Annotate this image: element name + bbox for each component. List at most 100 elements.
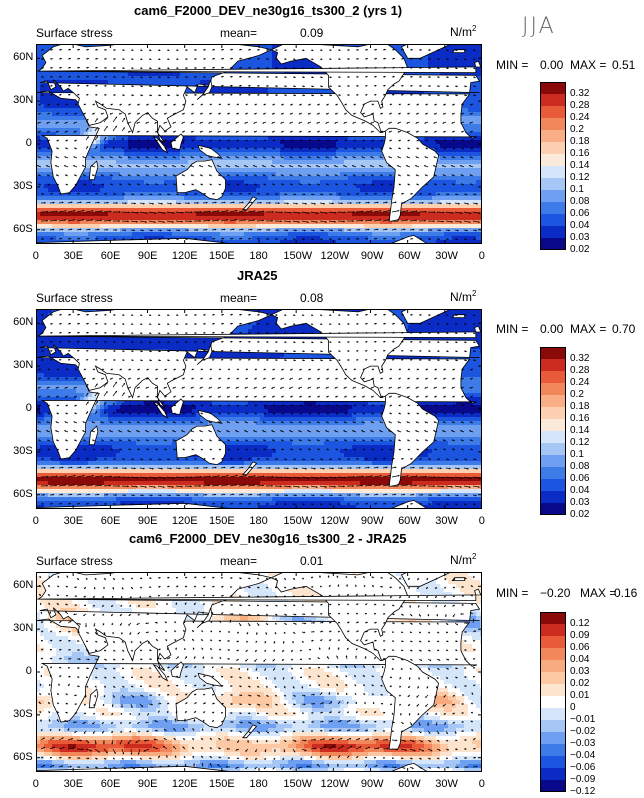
field-cell bbox=[248, 164, 253, 169]
field-cell bbox=[104, 188, 109, 193]
field-cell bbox=[76, 184, 81, 189]
field-cell bbox=[364, 136, 369, 141]
field-cell bbox=[248, 148, 253, 153]
field-cell bbox=[352, 152, 357, 157]
field-cell bbox=[384, 188, 389, 193]
field-cell bbox=[172, 72, 177, 77]
field-cell bbox=[468, 180, 473, 185]
field-cell bbox=[420, 192, 425, 197]
field-cell bbox=[52, 116, 57, 121]
field-cell bbox=[304, 188, 309, 193]
field-cell bbox=[88, 180, 93, 185]
field-cell bbox=[336, 164, 341, 169]
panel1-mean-label: mean= bbox=[220, 26, 257, 40]
field-cell bbox=[308, 144, 313, 149]
field-cell bbox=[152, 140, 157, 145]
field-cell bbox=[368, 184, 373, 189]
field-cell bbox=[52, 204, 57, 209]
field-cell bbox=[348, 140, 353, 145]
field-cell bbox=[420, 56, 425, 61]
field-cell bbox=[192, 216, 197, 221]
field-cell bbox=[188, 140, 193, 145]
field-cell bbox=[124, 80, 129, 85]
field-cell bbox=[244, 144, 249, 149]
field-cell bbox=[112, 220, 117, 225]
field-cell bbox=[84, 196, 89, 201]
field-cell bbox=[368, 152, 373, 157]
field-cell bbox=[316, 180, 321, 185]
field-cell bbox=[216, 200, 221, 205]
field-cell bbox=[468, 168, 473, 173]
field-cell bbox=[152, 184, 157, 189]
field-cell bbox=[400, 44, 405, 49]
field-cell bbox=[336, 216, 341, 221]
field-cell bbox=[384, 216, 389, 221]
field-cell bbox=[340, 160, 345, 165]
field-cell bbox=[372, 168, 377, 173]
field-cell bbox=[332, 200, 337, 205]
field-cell bbox=[72, 120, 77, 125]
field-cell bbox=[276, 64, 281, 69]
field-cell bbox=[376, 152, 381, 157]
field-cell bbox=[308, 148, 313, 153]
field-cell bbox=[44, 44, 49, 49]
field-cell bbox=[136, 72, 141, 77]
field-cell bbox=[428, 188, 433, 193]
field-cell bbox=[292, 88, 297, 93]
field-cell bbox=[132, 144, 137, 149]
field-cell bbox=[476, 48, 481, 53]
field-cell bbox=[148, 152, 153, 157]
field-cell bbox=[468, 52, 473, 57]
field-cell bbox=[456, 180, 461, 185]
field-cell bbox=[76, 200, 81, 205]
field-cell bbox=[460, 44, 465, 49]
field-cell bbox=[168, 140, 173, 145]
field-cell bbox=[44, 180, 49, 185]
field-cell bbox=[276, 160, 281, 165]
field-cell bbox=[60, 88, 65, 93]
field-cell bbox=[256, 44, 261, 49]
field-cell bbox=[76, 124, 81, 129]
field-cell bbox=[236, 152, 241, 157]
field-cell bbox=[216, 168, 221, 173]
field-cell bbox=[104, 156, 109, 161]
field-cell bbox=[224, 220, 229, 225]
field-cell bbox=[144, 72, 149, 77]
field-cell bbox=[184, 196, 189, 201]
field-cell bbox=[140, 176, 145, 181]
field-cell bbox=[188, 192, 193, 197]
field-cell bbox=[100, 208, 105, 213]
field-cell bbox=[240, 156, 245, 161]
field-cell bbox=[36, 140, 41, 145]
field-cell bbox=[124, 72, 129, 77]
field-cell bbox=[288, 204, 293, 209]
field-cell bbox=[252, 168, 257, 173]
field-cell bbox=[376, 156, 381, 161]
field-cell bbox=[224, 156, 229, 161]
field-cell bbox=[40, 168, 45, 173]
field-cell bbox=[204, 216, 209, 221]
field-cell bbox=[360, 144, 365, 149]
field-cell bbox=[188, 220, 193, 225]
field-cell bbox=[140, 220, 145, 225]
field-cell bbox=[292, 140, 297, 145]
field-cell bbox=[328, 156, 333, 161]
field-cell bbox=[312, 140, 317, 145]
field-cell bbox=[36, 72, 41, 77]
field-cell bbox=[44, 88, 49, 93]
field-cell bbox=[132, 136, 137, 141]
field-cell bbox=[180, 148, 185, 153]
field-cell bbox=[40, 116, 45, 121]
field-cell bbox=[260, 56, 265, 61]
field-cell bbox=[160, 176, 165, 181]
field-cell bbox=[292, 212, 297, 217]
field-cell bbox=[152, 200, 157, 205]
field-cell bbox=[332, 180, 337, 185]
field-cell bbox=[100, 184, 105, 189]
field-cell bbox=[360, 212, 365, 217]
field-cell bbox=[344, 140, 349, 145]
field-cell bbox=[36, 116, 41, 121]
field-cell bbox=[272, 212, 277, 217]
field-cell bbox=[472, 52, 477, 57]
field-cell bbox=[444, 168, 449, 173]
